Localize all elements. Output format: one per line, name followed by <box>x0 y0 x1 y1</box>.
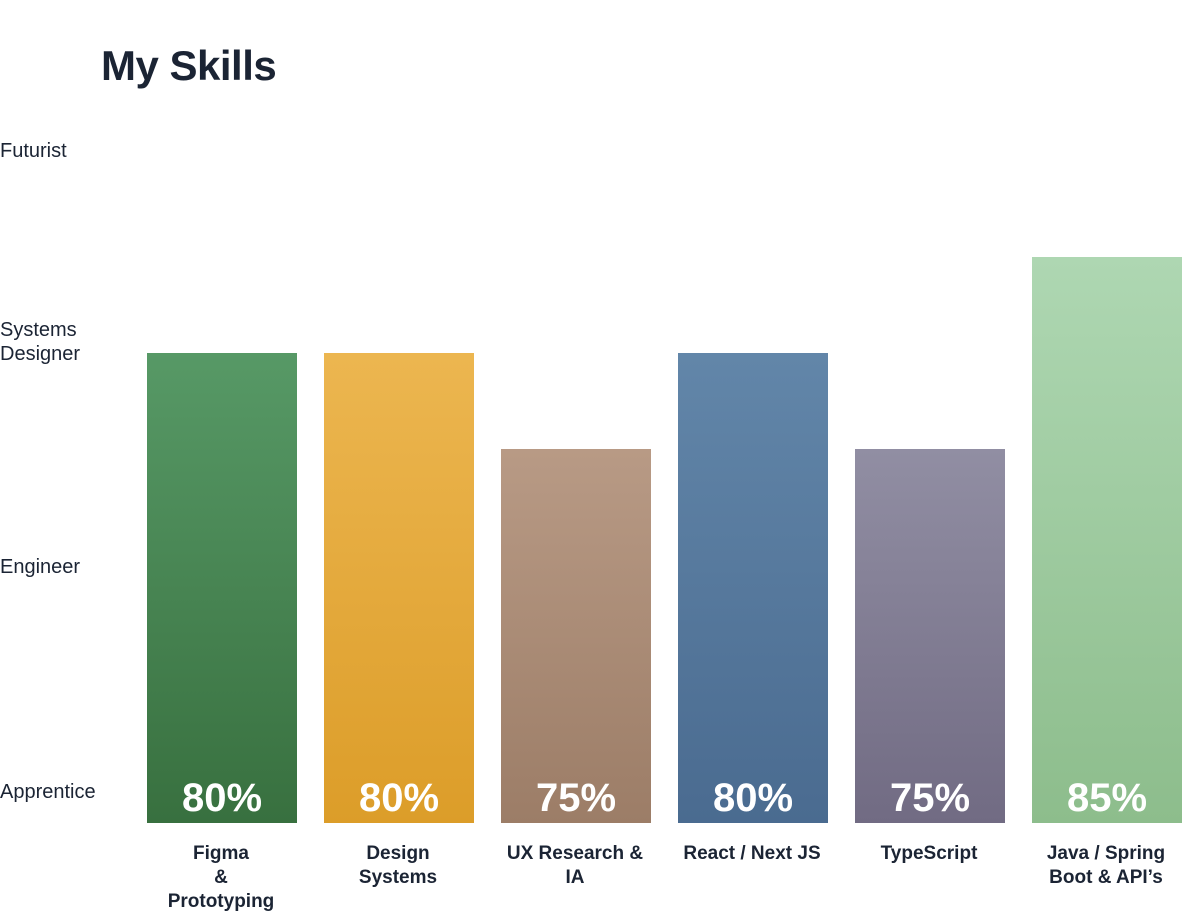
page-title: My Skills <box>101 42 277 89</box>
category-label: IA <box>566 867 585 888</box>
category-label: UX Research & <box>507 843 644 864</box>
category-label: Java / Spring <box>1047 843 1165 864</box>
bar <box>501 449 651 823</box>
category-label: & <box>214 867 228 888</box>
category-label: Boot & API’s <box>1049 867 1163 888</box>
y-level-label: Engineer <box>0 556 81 578</box>
y-level-label: Systems Designer <box>0 319 81 365</box>
y-level-label: Apprentice <box>0 781 96 803</box>
bar-value-label: 80% <box>713 776 793 820</box>
bar <box>324 353 474 823</box>
category-label: Prototyping <box>168 891 275 912</box>
category-label: TypeScript <box>881 843 978 864</box>
category-label: Design <box>366 843 429 864</box>
bar-value-label: 80% <box>359 776 439 820</box>
value-labels-group: 80% 80% 75% 80% 75% 85% <box>182 776 1147 820</box>
bar-value-label: 75% <box>890 776 970 820</box>
category-labels-group: Figma & Prototyping Design Systems UX Researc… <box>168 843 1165 912</box>
category-label: Figma <box>193 843 249 864</box>
bar <box>855 449 1005 823</box>
category-label: Systems <box>359 867 437 888</box>
bar-value-label: 80% <box>182 776 262 820</box>
bar-value-label: 85% <box>1067 776 1147 820</box>
bar <box>678 353 828 823</box>
bar-value-label: 75% <box>536 776 616 820</box>
y-level-label: Futurist <box>0 140 67 162</box>
bar <box>147 353 297 823</box>
bars-group <box>147 257 1182 823</box>
category-label: React / Next JS <box>683 843 820 864</box>
bar <box>1032 257 1182 823</box>
